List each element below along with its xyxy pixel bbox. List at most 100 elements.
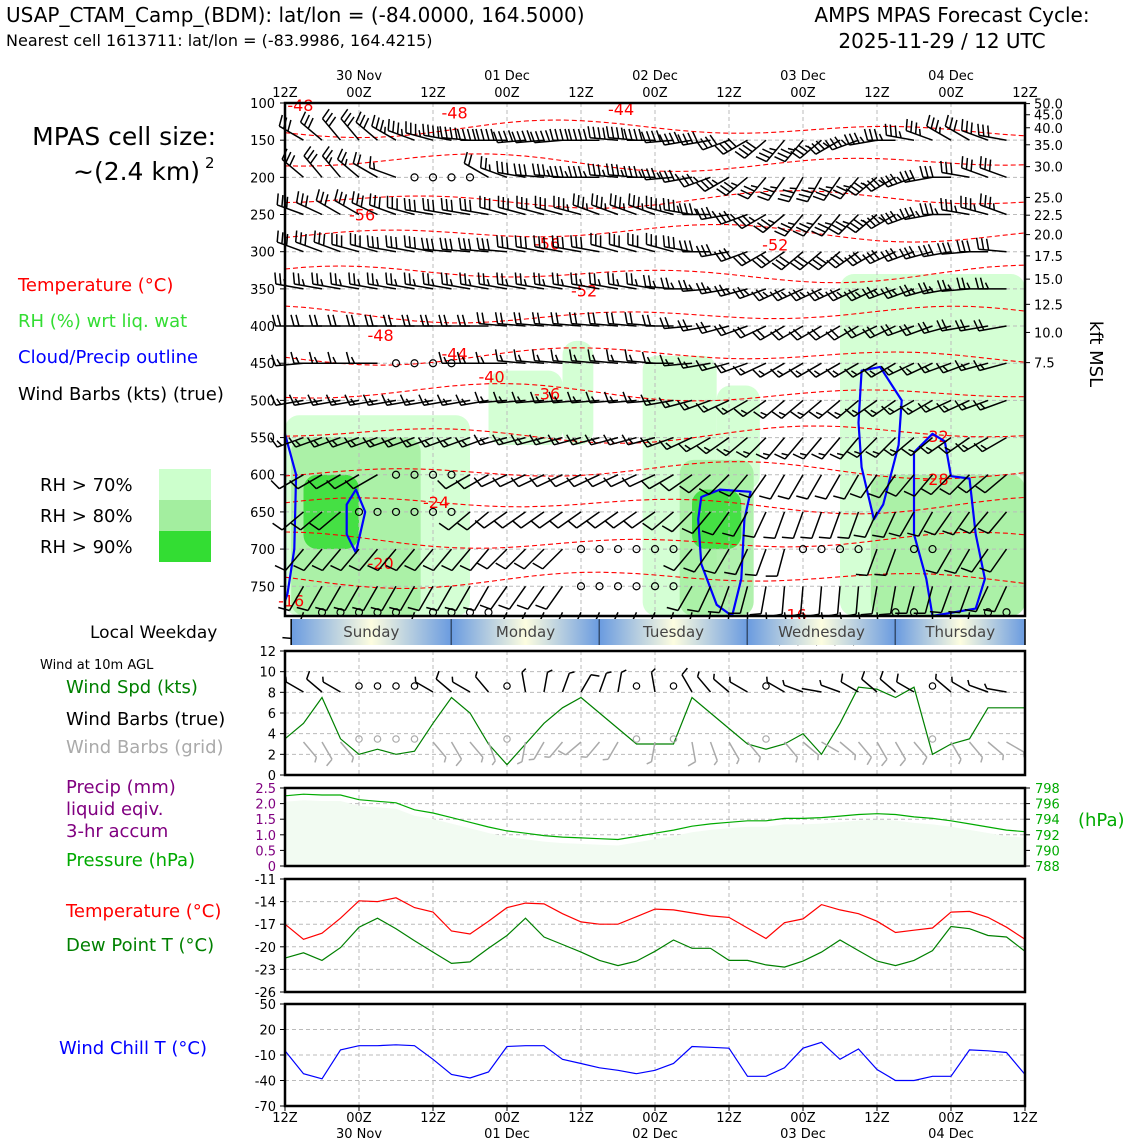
wind-barb [513, 163, 545, 179]
wind-barb [311, 548, 342, 572]
wind-barb-true [729, 676, 748, 693]
wind-barb [640, 394, 674, 407]
wind-barb-true [561, 671, 575, 693]
bottom-time-tick-label: 00Z [346, 1111, 372, 1126]
wind-barb [879, 586, 897, 616]
wind-barb-true [766, 676, 785, 693]
wind-barb [964, 585, 989, 613]
wind-barb [276, 193, 304, 216]
weekday-cell [747, 619, 896, 645]
wind-barb [399, 436, 434, 448]
wind-barb [495, 548, 527, 570]
wind-barb [607, 272, 637, 290]
y-tick-label: 12 [259, 645, 276, 660]
wind-barb [954, 319, 989, 332]
calm-wind-circle [428, 173, 438, 182]
wind-barb [340, 108, 360, 141]
y-tick-label: 0.5 [255, 844, 276, 859]
wind-barb [874, 548, 897, 577]
wind-barb [367, 548, 397, 572]
wind-barb [701, 511, 730, 536]
calm-wind-circle [447, 173, 456, 182]
isotherm-label: -52 [571, 281, 597, 300]
wind-barb [770, 362, 804, 378]
wind-barb [811, 214, 841, 237]
calm-grid-circle [410, 735, 419, 743]
wind-barb-grid [913, 741, 928, 766]
wind-barb [659, 354, 693, 367]
wind-barb [774, 214, 804, 237]
wind-barb-true [305, 670, 323, 693]
wind-barb [868, 474, 897, 499]
legend-rh70-label: RH > 70% [40, 475, 133, 496]
isotherm-line [284, 264, 1026, 284]
pressure-tick-label: 250 [250, 209, 275, 224]
wind-barb [954, 360, 989, 372]
wind-barb [696, 436, 730, 455]
wind-barb [790, 399, 822, 420]
wind-barb [473, 434, 508, 446]
wind-barb [441, 548, 471, 572]
wind-barb [587, 349, 619, 364]
wind-barb-grid [581, 741, 601, 759]
wind-barb [344, 474, 378, 490]
wind-barb [677, 436, 711, 453]
calm-wind-circle [392, 682, 400, 690]
wind-barb [742, 511, 767, 539]
calm-wind-circle [410, 682, 419, 690]
wind-barb-true [860, 670, 878, 693]
wind-barb [498, 585, 527, 610]
wind-barb [459, 272, 489, 290]
title-right-1: AMPS MPAS Forecast Cycle: [814, 3, 1089, 27]
wind-barb [837, 511, 860, 539]
wind-barb-grid [557, 741, 582, 756]
isotherm-label: -40 [479, 368, 505, 387]
wind-barb [829, 437, 860, 460]
wind-barb [695, 399, 730, 413]
weekday-cell [291, 619, 452, 645]
kft-tick-label: 40.0 [1034, 122, 1063, 137]
wind-barb [713, 210, 748, 225]
bottom-date-label: 30 Nov [336, 1127, 382, 1140]
wind-barb [590, 232, 619, 253]
wind-barb [344, 394, 378, 407]
wind-barb [568, 349, 600, 364]
y-tick-label: 8 [268, 686, 276, 701]
top-time-tick-label: 00Z [790, 86, 816, 101]
wind-barb [713, 247, 748, 263]
wind-barb [899, 245, 933, 260]
wind-barb-true [580, 673, 600, 693]
wind-barb [917, 243, 952, 258]
legend-rh90-label: RH > 90% [40, 537, 133, 558]
wind-barb [956, 474, 989, 494]
weekday-cell [599, 619, 748, 645]
wind-barb [436, 394, 471, 407]
wind-barb [567, 165, 600, 179]
wind-barb [695, 134, 730, 151]
wind-barb-grid [746, 741, 762, 763]
wind-barb [622, 511, 656, 529]
wind-barb-true [650, 668, 656, 693]
wind-barb [936, 242, 970, 255]
wind-barb [642, 274, 674, 290]
wind-barb [439, 126, 471, 141]
wind-barb [732, 325, 767, 339]
wind-barb [463, 151, 489, 178]
weekday-cell [451, 619, 600, 645]
wind-barb [788, 362, 822, 378]
legend-precip-3: 3-hr accum [66, 821, 168, 842]
y-tick-label: -10 [255, 1049, 276, 1064]
wind-barb-true [983, 683, 1007, 693]
wind-barb-true [474, 671, 490, 693]
kft-tick-label: 20.0 [1034, 229, 1063, 244]
wind-barb [534, 195, 563, 216]
wind-barb [274, 272, 304, 290]
wind-barb [547, 434, 582, 446]
wind-barb [880, 286, 915, 300]
wind-barb [716, 437, 748, 457]
wind-barb [853, 511, 878, 539]
wind-barb [530, 511, 563, 529]
wind-barb [551, 235, 582, 253]
pressure-tick-label: 700 [250, 543, 275, 558]
bottom-time-tick-label: 00Z [642, 1111, 668, 1126]
